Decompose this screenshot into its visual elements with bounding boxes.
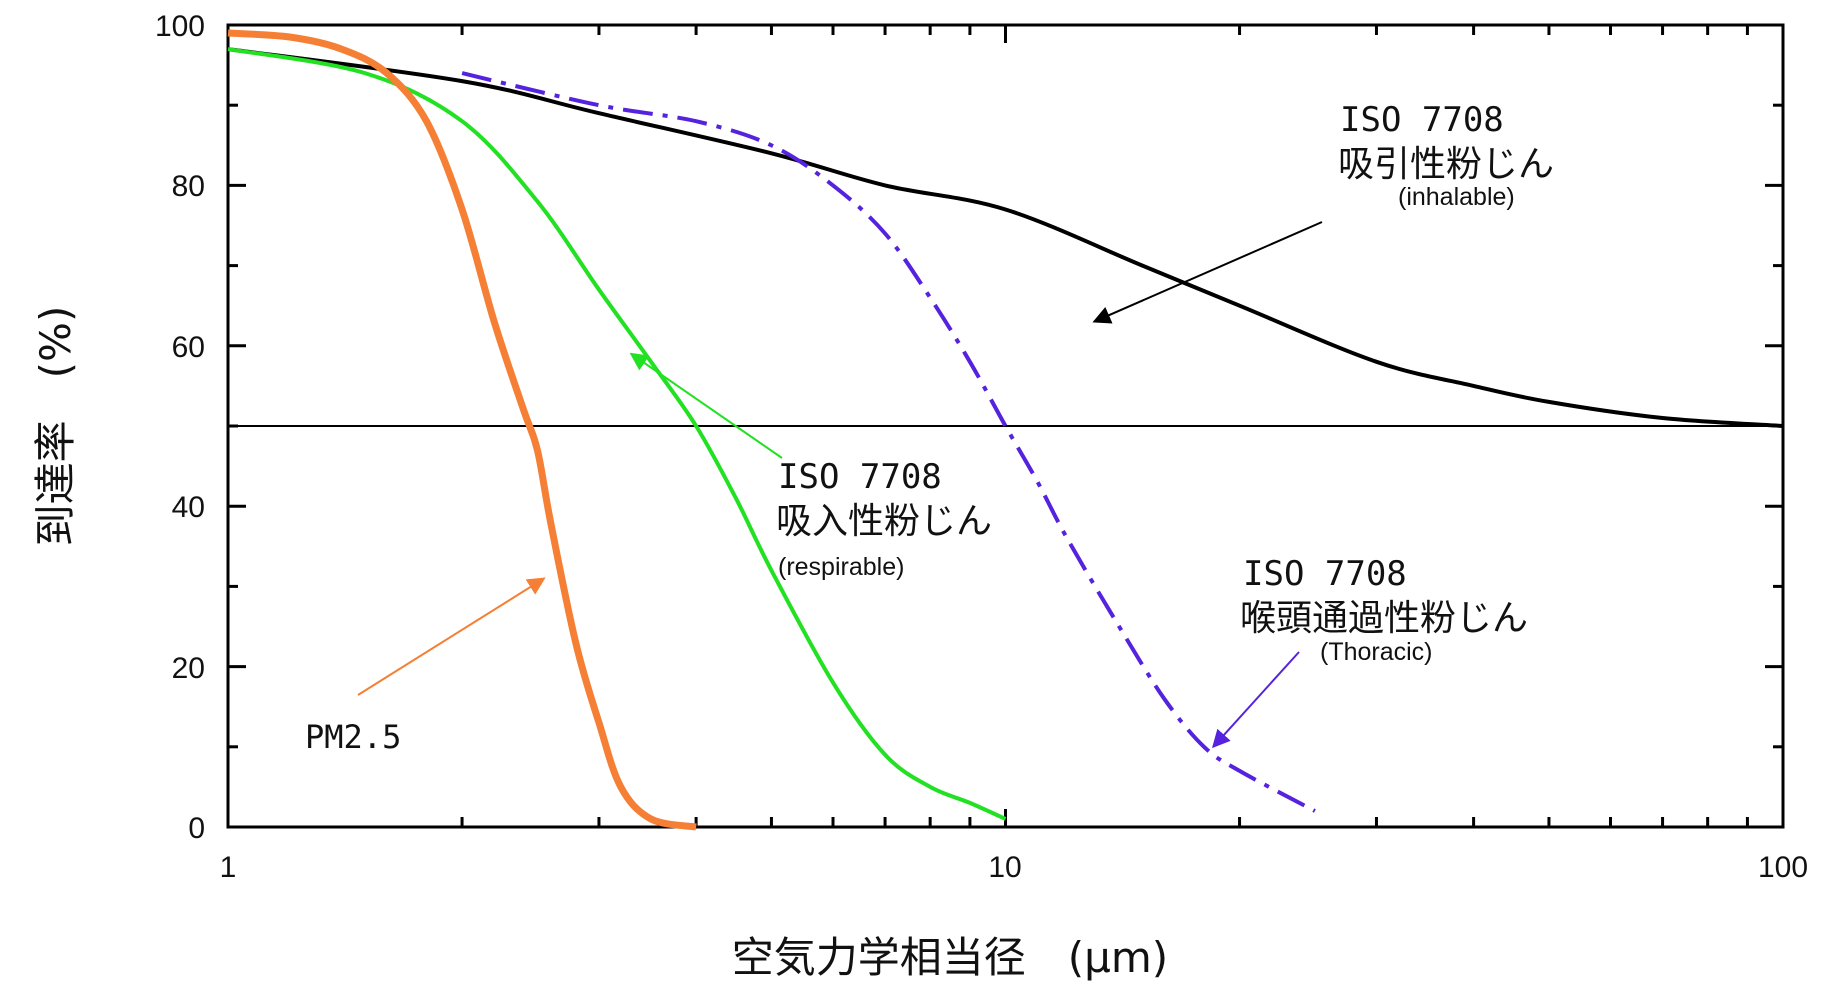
x-axis-title: 空気力学相当径 (μm) xyxy=(732,933,1168,982)
annotation-thoracic: ISO 7708 喉頭通過性粉じん (Thoracic) xyxy=(1240,554,1528,666)
annotation-inhalable-line3: (inhalable) xyxy=(1398,183,1515,211)
series-line-respirable xyxy=(227,47,1007,821)
annotation-arrow-inhalable xyxy=(1092,221,1323,324)
y-tick-label-60: 60 xyxy=(172,331,205,364)
x-tick-label-1: 1 xyxy=(220,851,237,884)
annotation-respirable: ISO 7708 吸入性粉じん (respirable) xyxy=(776,457,992,581)
y-tick-label-20: 20 xyxy=(172,652,205,685)
annotation-respirable-line3: (respirable) xyxy=(778,553,904,581)
x-tick-labels: 1 10 100 xyxy=(220,851,1808,884)
x-tick-label-10: 10 xyxy=(988,851,1021,884)
annotation-pm25: PM2.5 xyxy=(305,718,401,756)
annotation-arrow-respirable xyxy=(629,352,783,459)
annotation-inhalable-line2: 吸引性粉じん xyxy=(1338,144,1554,185)
annotation-pm25-label: PM2.5 xyxy=(305,718,401,756)
y-tick-labels: 0 20 40 60 80 100 xyxy=(155,10,205,845)
annotation-inhalable: ISO 7708 吸引性粉じん (inhalable) xyxy=(1338,100,1554,211)
series-line-inhalable xyxy=(227,47,1784,428)
annotation-arrow-pm25 xyxy=(357,577,546,696)
annotation-respirable-line2: 吸入性粉じん xyxy=(776,501,992,542)
annotation-arrow-thoracic xyxy=(1211,651,1300,749)
axis-ticks xyxy=(226,23,1785,829)
annotation-thoracic-line3: (Thoracic) xyxy=(1320,638,1433,666)
series-line-pm25 xyxy=(227,29,697,831)
annotation-thoracic-line1: ISO 7708 xyxy=(1243,554,1407,594)
annotation-respirable-line1: ISO 7708 xyxy=(778,457,942,497)
annotation-inhalable-line1: ISO 7708 xyxy=(1340,100,1504,140)
annotation-thoracic-line2: 喉頭通過性粉じん xyxy=(1240,598,1528,639)
y-tick-label-0: 0 xyxy=(188,812,205,845)
y-axis-title: 到達率 (%) xyxy=(31,306,80,547)
y-tick-label-80: 80 xyxy=(172,170,205,203)
x-tick-label-100: 100 xyxy=(1758,851,1808,884)
y-tick-label-100: 100 xyxy=(155,10,205,43)
y-tick-label-40: 40 xyxy=(172,491,205,524)
